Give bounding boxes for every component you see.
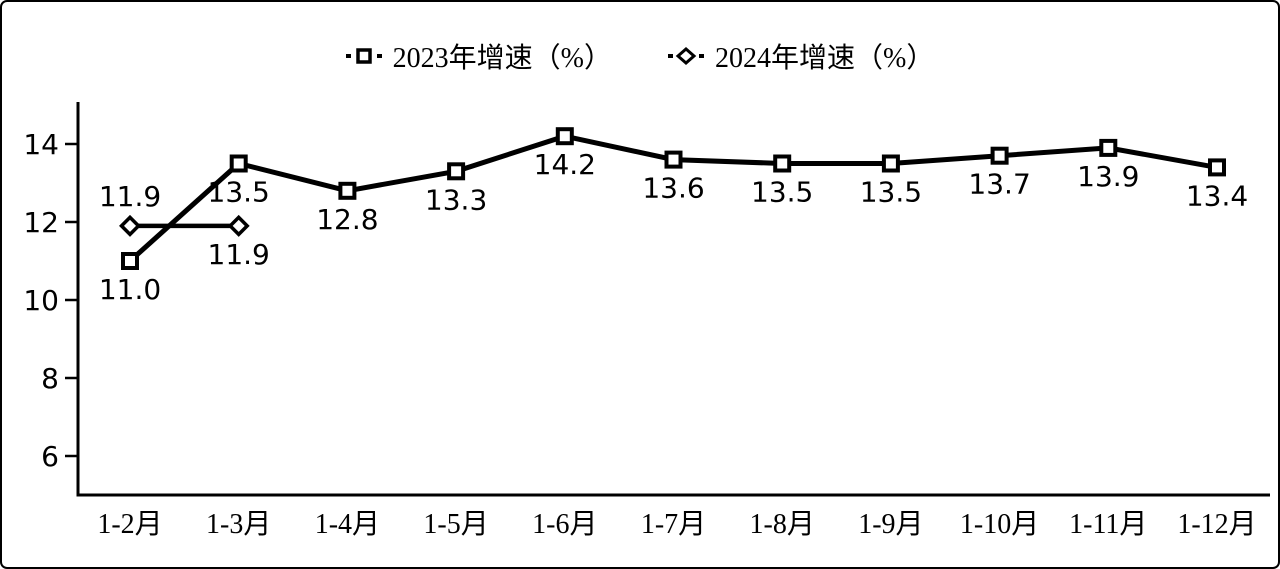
data-point-label: 11.9 bbox=[208, 238, 270, 271]
y-tick-label: 12 bbox=[23, 206, 59, 239]
x-axis-label: 1-6月 bbox=[532, 509, 597, 540]
y-tick-label: 10 bbox=[23, 284, 59, 317]
x-axis-label: 1-2月 bbox=[97, 509, 162, 540]
x-axis-label: 1-5月 bbox=[423, 509, 488, 540]
data-point-marker bbox=[1208, 158, 1226, 177]
data-point-marker bbox=[773, 154, 792, 173]
x-axis-label: 1-7月 bbox=[641, 509, 706, 540]
data-point-label: 12.8 bbox=[316, 203, 378, 236]
y-tick-label: 6 bbox=[41, 440, 59, 473]
data-point-label: 13.6 bbox=[642, 172, 704, 205]
data-point-marker bbox=[664, 150, 683, 169]
data-point-label: 13.5 bbox=[751, 176, 813, 209]
y-tick-label: 8 bbox=[41, 362, 59, 395]
data-point-label: 13.5 bbox=[860, 176, 922, 209]
data-point-marker bbox=[990, 146, 1009, 165]
x-axis-label: 1-4月 bbox=[315, 509, 380, 540]
data-point-label: 13.4 bbox=[1186, 179, 1248, 212]
x-axis-label: 1-9月 bbox=[858, 509, 923, 540]
x-axis-label: 1-3月 bbox=[206, 509, 271, 540]
x-axis-label: 1-8月 bbox=[750, 509, 815, 540]
data-point-marker bbox=[119, 214, 141, 237]
data-point-label: 13.3 bbox=[425, 183, 487, 216]
data-point-marker bbox=[881, 154, 900, 173]
data-point-label: 13.5 bbox=[208, 176, 270, 209]
data-point-marker bbox=[227, 214, 250, 237]
data-point-marker bbox=[1099, 138, 1118, 157]
data-point-marker bbox=[121, 252, 139, 270]
data-point-label: 11.0 bbox=[99, 273, 161, 306]
data-point-marker bbox=[555, 127, 574, 146]
x-axis-label: 1-10月 bbox=[960, 509, 1039, 540]
x-axis-label: 1-12月 bbox=[1177, 509, 1256, 540]
data-point-marker bbox=[338, 181, 357, 200]
y-tick-label: 14 bbox=[23, 128, 59, 161]
x-axis-label: 1-11月 bbox=[1069, 509, 1147, 540]
data-point-marker bbox=[447, 162, 466, 181]
data-point-label: 13.9 bbox=[1077, 160, 1139, 193]
data-point-label: 14.2 bbox=[534, 148, 596, 181]
data-point-label: 13.7 bbox=[968, 168, 1030, 201]
data-point-label: 11.9 bbox=[99, 180, 161, 213]
data-point-marker bbox=[229, 154, 248, 173]
